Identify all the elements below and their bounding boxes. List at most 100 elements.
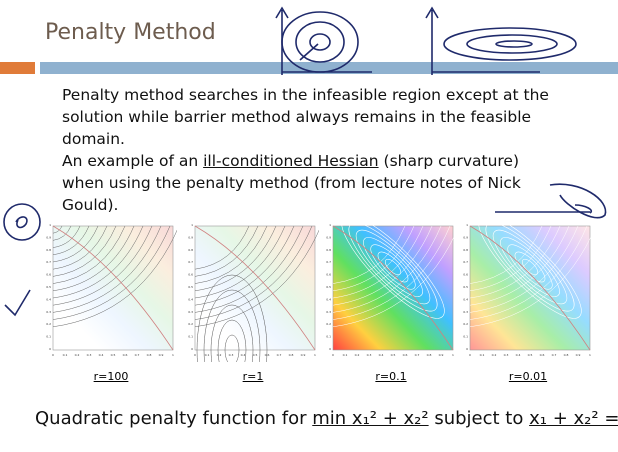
contour bbox=[52, 225, 162, 313]
tick-label: 0.4 bbox=[241, 353, 246, 357]
tick-label: 0.1 bbox=[188, 335, 193, 339]
contour bbox=[52, 225, 117, 277]
tick-label: 0.8 bbox=[289, 353, 294, 357]
contour bbox=[485, 222, 575, 312]
tick-label: 0.3 bbox=[87, 353, 92, 357]
math: min x₁² + x₂² bbox=[312, 408, 429, 429]
pen-stroke bbox=[299, 43, 319, 61]
tick-label: 0 bbox=[329, 347, 331, 351]
text: An example of an bbox=[62, 152, 199, 170]
tick-label: 0.1 bbox=[480, 353, 485, 357]
tick-label: 0 bbox=[332, 353, 334, 357]
tick-label: 1 bbox=[314, 353, 316, 357]
tick-label: 0.9 bbox=[46, 235, 51, 239]
plot-label: r=0.1 bbox=[375, 370, 407, 383]
contour-plot: 00 0.1 0.1 0.2 0.2 0.3 0.3 0.4 0.4 0.5 0.5 0.6 0.6 0.… bbox=[326, 222, 457, 357]
tick-label: 0.1 bbox=[46, 335, 51, 339]
contour bbox=[370, 244, 416, 290]
tick-label: 0 bbox=[469, 353, 471, 357]
contour bbox=[194, 225, 268, 284]
tick-label: 0.4 bbox=[326, 297, 331, 301]
tick-label: 0.4 bbox=[516, 353, 521, 357]
contour bbox=[469, 225, 561, 299]
tick-label: 0.6 bbox=[403, 353, 408, 357]
tick-label: 0.9 bbox=[159, 353, 164, 357]
text: (sharp curvature) when using the penalty… bbox=[62, 152, 521, 214]
contour bbox=[52, 225, 171, 320]
tick-label: 0.9 bbox=[326, 235, 331, 239]
tick-label: 0.3 bbox=[504, 353, 509, 357]
tick-label: 0.1 bbox=[326, 335, 331, 339]
contour bbox=[52, 225, 126, 284]
contour bbox=[217, 319, 247, 362]
contour bbox=[478, 222, 582, 319]
tick-label: 0.9 bbox=[301, 353, 306, 357]
tick-label: 0.5 bbox=[463, 285, 468, 289]
contour bbox=[332, 225, 451, 320]
math: x₁ + x₂² = 1 bbox=[529, 408, 618, 429]
pen-stroke bbox=[3, 203, 41, 241]
tick-label: 0.2 bbox=[75, 353, 80, 357]
tick-label: 0.2 bbox=[463, 322, 468, 326]
tick-label: 0.7 bbox=[135, 353, 140, 357]
tick-label: 0.2 bbox=[217, 353, 222, 357]
tick-label: 0.8 bbox=[46, 248, 51, 252]
contour bbox=[332, 229, 457, 328]
contour bbox=[332, 225, 406, 284]
paragraph: Penalty method searches in the infeasibl… bbox=[62, 86, 549, 148]
pen-stroke bbox=[281, 11, 359, 73]
contour bbox=[52, 225, 63, 234]
tick-label: 0.6 bbox=[46, 273, 51, 277]
tick-label: 0.6 bbox=[326, 273, 331, 277]
tick-label: 1 bbox=[452, 353, 454, 357]
caption: Quadratic penalty function for min x₁² +… bbox=[35, 408, 618, 429]
contour bbox=[194, 225, 295, 306]
tick-label: 0.8 bbox=[463, 248, 468, 252]
contour bbox=[52, 229, 177, 328]
tick-label: 0.7 bbox=[552, 353, 557, 357]
tick-label: 1 bbox=[589, 353, 591, 357]
contour bbox=[469, 225, 588, 320]
contour bbox=[203, 289, 261, 362]
contour bbox=[196, 274, 268, 362]
plot-area bbox=[194, 225, 316, 351]
pen-stroke bbox=[443, 27, 577, 61]
tick-label: 0.6 bbox=[188, 273, 193, 277]
body-text: Penalty method searches in the infeasibl… bbox=[62, 84, 562, 216]
tick-label: 1 bbox=[466, 223, 468, 227]
tick-label: 0.9 bbox=[439, 353, 444, 357]
contour bbox=[224, 334, 240, 362]
contour bbox=[507, 244, 553, 290]
paragraph: An example of an ill-conditioned Hessian… bbox=[62, 150, 562, 216]
pen-stroke bbox=[549, 183, 607, 219]
pen-stroke bbox=[4, 289, 31, 317]
tick-label: 0 bbox=[52, 353, 54, 357]
tick-label: 0.5 bbox=[326, 285, 331, 289]
contour bbox=[52, 225, 72, 241]
plot-label: r=100 bbox=[93, 370, 129, 383]
header-bar bbox=[40, 62, 618, 74]
contour bbox=[194, 225, 304, 313]
contour bbox=[469, 225, 570, 306]
tick-label: 0.2 bbox=[355, 353, 360, 357]
tick-label: 1 bbox=[172, 353, 174, 357]
pen-stroke bbox=[425, 6, 540, 75]
tick-label: 0.5 bbox=[528, 353, 533, 357]
pen-stroke bbox=[466, 34, 558, 54]
tick-label: 0.8 bbox=[147, 353, 152, 357]
pen-stroke bbox=[295, 21, 345, 63]
contour bbox=[363, 237, 423, 297]
contour bbox=[52, 225, 81, 248]
pen-stroke bbox=[15, 216, 28, 229]
plot-area bbox=[469, 225, 591, 351]
contour bbox=[194, 225, 259, 277]
tick-label: 1 bbox=[49, 223, 51, 227]
text: Quadratic penalty function for bbox=[35, 408, 307, 429]
tick-label: 0.8 bbox=[188, 248, 193, 252]
tick-label: 0.8 bbox=[326, 248, 331, 252]
tick-label: 0.3 bbox=[188, 310, 193, 314]
tick-label: 0.7 bbox=[46, 260, 51, 264]
tick-label: 0.7 bbox=[277, 353, 282, 357]
tick-label: 0.3 bbox=[463, 310, 468, 314]
plot-label: r=0.01 bbox=[508, 370, 548, 383]
